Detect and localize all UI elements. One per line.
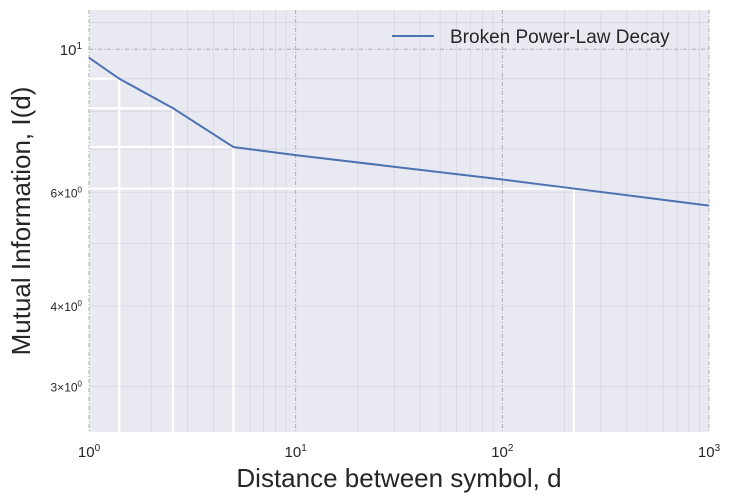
y-axis-label: Mutual Information, I(d): [6, 87, 36, 356]
y-tick-labels: 101 6×100 4×100 3×100: [51, 41, 83, 394]
minor-grid: [89, 10, 709, 432]
major-grid: [88, 10, 710, 432]
y-tick-label: 6×100: [51, 185, 83, 200]
x-tick-label: 101: [285, 443, 308, 461]
x-axis-label: Distance between symbol, d: [236, 463, 561, 493]
y-tick-label: 4×100: [51, 299, 83, 314]
y-tick-label: 101: [60, 41, 83, 59]
y-tick-label: 3×100: [51, 379, 83, 394]
legend: Broken Power-Law Decay: [392, 27, 670, 48]
x-tick-labels: 100 101 102 103: [78, 443, 721, 461]
legend-label: Broken Power-Law Decay: [450, 27, 670, 48]
x-tick-label: 103: [698, 443, 721, 461]
series-line-broken-power-law: [88, 56, 710, 207]
x-tick-label: 100: [78, 443, 101, 461]
plot-area: [89, 10, 709, 432]
highlight-lines: [89, 77, 576, 432]
x-tick-label: 102: [491, 443, 514, 461]
